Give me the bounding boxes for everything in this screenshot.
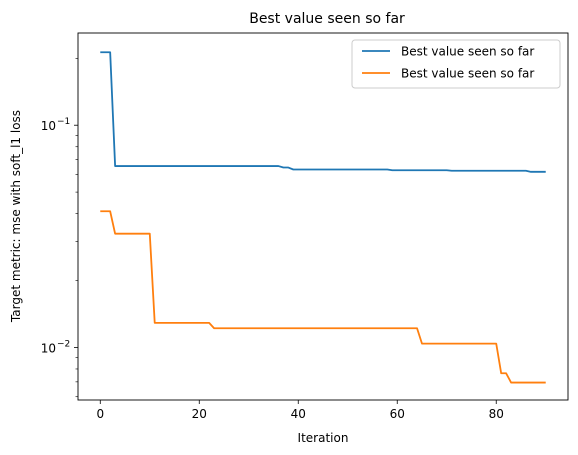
y-tick-exponent: −1 (57, 117, 70, 127)
x-tick-label: 80 (489, 407, 504, 421)
x-tick-label: 40 (291, 407, 306, 421)
x-axis-ticks: 0 20 40 60 80 (96, 400, 504, 421)
series-line-2 (100, 210, 546, 384)
plot-frame (77, 32, 569, 401)
legend-label-series-2: Best value seen so far (401, 67, 534, 81)
y-tick-exponent: −2 (57, 339, 70, 349)
x-tick-label: 0 (96, 407, 104, 421)
x-tick-label: 20 (192, 407, 207, 421)
x-axis-label: Iteration (298, 431, 349, 445)
y-axis-ticks: 10−210−1 (41, 58, 78, 398)
series-line-1 (100, 51, 546, 173)
series-layer (100, 51, 546, 384)
y-axis-label: Target metric: mse with soft_l1 loss (9, 110, 23, 323)
legend: Best value seen so far Best value seen s… (351, 39, 561, 89)
y-tick-label: 10 (41, 119, 56, 133)
legend-box (351, 39, 561, 89)
x-tick-label: 60 (390, 407, 405, 421)
chart-title: Best value seen so far (249, 11, 405, 27)
y-tick-label: 10 (41, 341, 56, 355)
legend-label-series-1: Best value seen so far (401, 45, 534, 59)
